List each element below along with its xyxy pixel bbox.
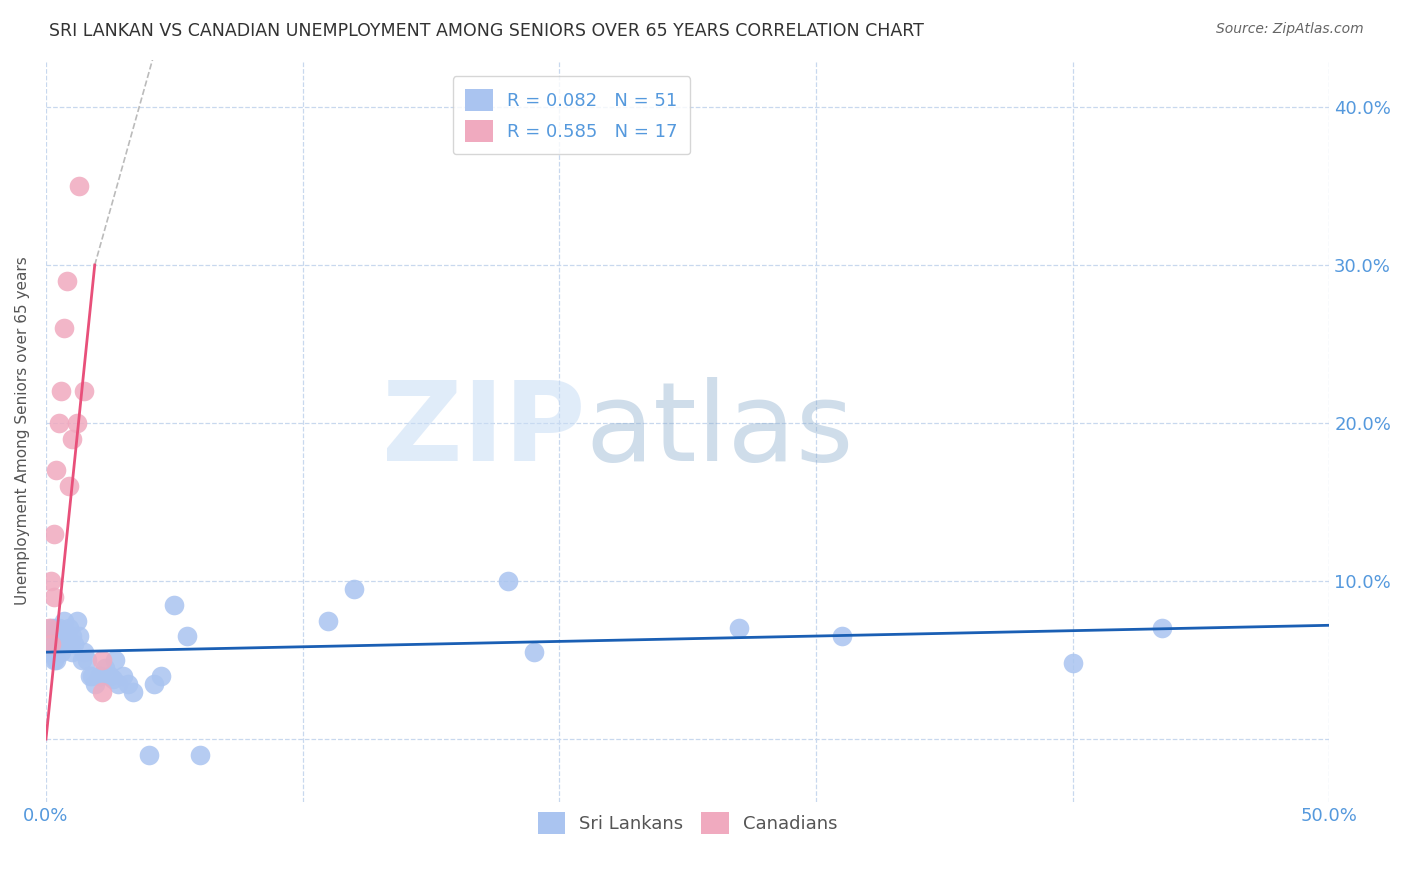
Point — [67, 179, 90, 194]
Point — [42, 622, 65, 636]
Point — [63, 637, 86, 651]
Point — [91, 653, 114, 667]
Point — [98, 669, 121, 683]
Point — [55, 637, 77, 651]
Point — [122, 684, 145, 698]
Point — [48, 637, 70, 651]
Point — [55, 274, 77, 288]
Point — [66, 614, 89, 628]
Point — [73, 384, 96, 399]
Point — [1152, 622, 1174, 636]
Point — [51, 637, 73, 651]
Point — [138, 747, 160, 762]
Point — [51, 645, 73, 659]
Point — [60, 432, 83, 446]
Point — [39, 622, 62, 636]
Point — [67, 629, 90, 643]
Point — [45, 653, 67, 667]
Point — [728, 622, 751, 636]
Point — [83, 677, 105, 691]
Point — [111, 669, 134, 683]
Point — [150, 669, 173, 683]
Point — [70, 653, 93, 667]
Point — [52, 637, 75, 651]
Point — [45, 463, 67, 477]
Point — [107, 677, 129, 691]
Point — [94, 661, 117, 675]
Point — [76, 653, 98, 667]
Point — [39, 574, 62, 588]
Point — [73, 645, 96, 659]
Point — [60, 629, 83, 643]
Point — [48, 622, 70, 636]
Point — [48, 416, 70, 430]
Text: ZIP: ZIP — [381, 377, 585, 484]
Point — [91, 684, 114, 698]
Point — [66, 416, 89, 430]
Point — [523, 645, 546, 659]
Point — [1062, 657, 1084, 671]
Point — [104, 653, 127, 667]
Point — [58, 479, 80, 493]
Point — [142, 677, 165, 691]
Y-axis label: Unemployment Among Seniors over 65 years: Unemployment Among Seniors over 65 years — [15, 257, 30, 606]
Point — [188, 747, 211, 762]
Point — [117, 677, 139, 691]
Point — [51, 384, 73, 399]
Point — [163, 598, 186, 612]
Text: atlas: atlas — [585, 377, 853, 484]
Point — [51, 629, 73, 643]
Point — [39, 637, 62, 651]
Point — [52, 321, 75, 335]
Point — [831, 629, 853, 643]
Point — [42, 653, 65, 667]
Point — [101, 672, 124, 686]
Point — [316, 614, 339, 628]
Point — [496, 574, 519, 588]
Text: SRI LANKAN VS CANADIAN UNEMPLOYMENT AMONG SENIORS OVER 65 YEARS CORRELATION CHAR: SRI LANKAN VS CANADIAN UNEMPLOYMENT AMON… — [49, 22, 924, 40]
Point — [176, 629, 198, 643]
Point — [79, 669, 101, 683]
Point — [60, 645, 83, 659]
Point — [42, 526, 65, 541]
Point — [89, 669, 111, 683]
Point — [82, 669, 104, 683]
Text: Source: ZipAtlas.com: Source: ZipAtlas.com — [1216, 22, 1364, 37]
Point — [38, 645, 60, 659]
Point — [58, 622, 80, 636]
Point — [343, 582, 366, 596]
Point — [55, 629, 77, 643]
Point — [39, 637, 62, 651]
Point — [45, 629, 67, 643]
Point — [38, 622, 60, 636]
Point — [42, 590, 65, 604]
Legend: Sri Lankans, Canadians: Sri Lankans, Canadians — [527, 802, 848, 846]
Point — [52, 614, 75, 628]
